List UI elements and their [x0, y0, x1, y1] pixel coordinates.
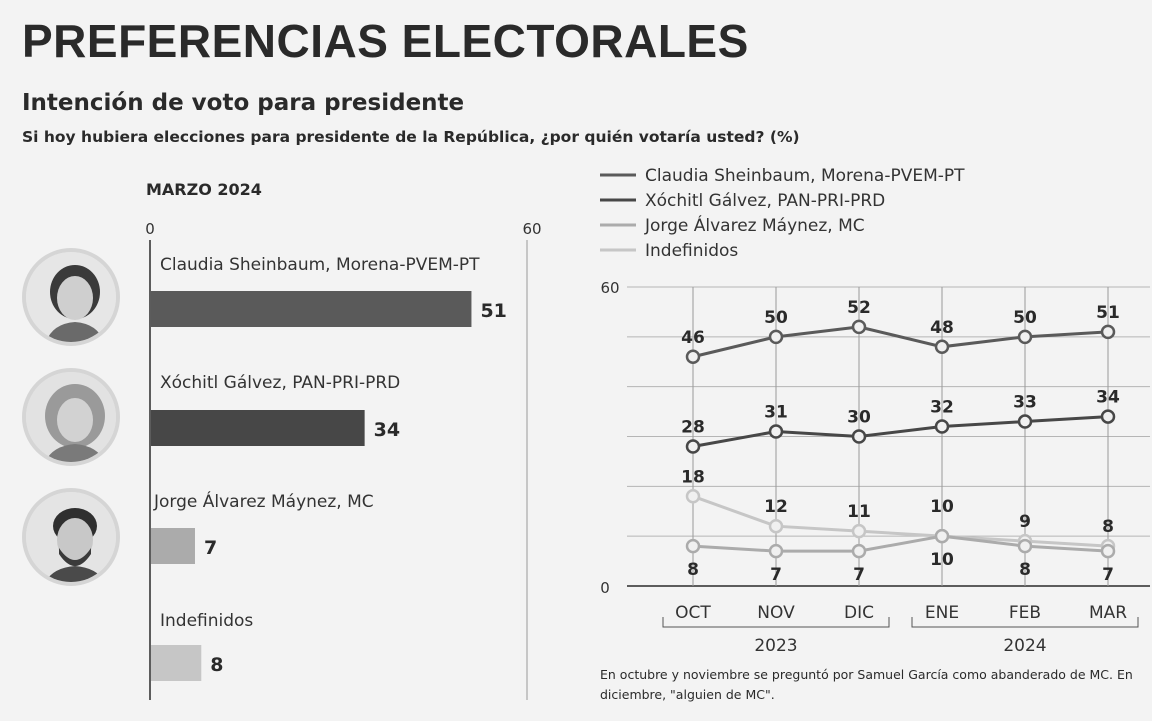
- x-tick-label: FEB: [1009, 603, 1041, 623]
- year-bracket: [911, 617, 1139, 628]
- bar-category-label: Indefinidos: [160, 611, 253, 631]
- data-label: 50: [764, 308, 788, 328]
- data-label: 28: [681, 417, 705, 437]
- data-label: 8: [687, 560, 699, 580]
- data-label: 34: [1096, 388, 1120, 408]
- data-label: 30: [847, 408, 871, 428]
- data-label: 8: [1019, 560, 1031, 580]
- bar-chart: 0 60 Claudia Sheinbaum, Morena-PVEM-PT 51…: [145, 220, 542, 700]
- series-line: [692, 415, 1109, 448]
- galvez-photo: [22, 368, 120, 466]
- data-label: 8: [1102, 517, 1114, 537]
- series-point: [851, 429, 867, 444]
- series-point: [768, 518, 784, 534]
- x-tick-label: NOV: [757, 603, 795, 623]
- series-point: [1017, 414, 1033, 429]
- y-tick-label: 0: [600, 579, 610, 597]
- x-tick-label: OCT: [675, 603, 711, 623]
- line-legend: Claudia Sheinbaum, Morena-PVEM-PT Xóchitl…: [600, 166, 965, 261]
- bar: [151, 410, 365, 446]
- bar-category-label: Xóchitl Gálvez, PAN-PRI-PRD: [160, 373, 400, 393]
- data-label: 10: [930, 550, 954, 570]
- data-label: 7: [853, 565, 865, 585]
- legend-label: Indefinidos: [645, 241, 738, 261]
- bar-value-label: 8: [210, 654, 223, 676]
- legend-label: Claudia Sheinbaum, Morena-PVEM-PT: [645, 166, 965, 186]
- series-point: [768, 329, 784, 345]
- bar-chart-title: MARZO 2024: [146, 180, 262, 199]
- y-tick-label: 60: [600, 279, 619, 297]
- survey-question: Si hoy hubiera elecciones para president…: [22, 128, 800, 146]
- chart-subtitle: Intención de voto para presidente: [22, 90, 465, 116]
- series-point: [1100, 409, 1116, 424]
- series-point: [1017, 538, 1033, 554]
- series-point: [768, 424, 784, 439]
- data-label: 32: [930, 398, 954, 418]
- legend-label: Xóchitl Gálvez, PAN-PRI-PRD: [645, 191, 885, 211]
- bar-category-label: Claudia Sheinbaum, Morena-PVEM-PT: [160, 255, 480, 275]
- x-tick-label: ENE: [925, 603, 959, 623]
- data-label: 51: [1096, 303, 1120, 323]
- data-label: 11: [847, 502, 871, 522]
- year-label: 2023: [754, 636, 797, 656]
- series-point: [934, 339, 950, 355]
- bar-category-label: Jorge Álvarez Máynez, MC: [153, 490, 374, 512]
- data-label: 46: [681, 328, 705, 348]
- series-point: [851, 543, 867, 559]
- series-point: [1100, 324, 1116, 340]
- chart-title: PREFERENCIAS ELECTORALES: [22, 15, 749, 67]
- series-point: [1017, 329, 1033, 345]
- footnote: En octubre y noviembre se preguntó por S…: [600, 667, 1133, 702]
- maynez-photo: [22, 488, 120, 586]
- x-tick-label: MAR: [1089, 603, 1127, 623]
- series-point: [685, 489, 701, 504]
- series-point: [1100, 543, 1116, 559]
- data-label: 7: [770, 565, 782, 585]
- data-label: 10: [930, 497, 954, 517]
- sheinbaum-photo: [22, 248, 120, 346]
- series-point: [685, 439, 701, 454]
- bar-value-label: 7: [204, 537, 217, 559]
- data-label: 12: [764, 497, 788, 517]
- series-point: [934, 528, 950, 544]
- series-line: [692, 325, 1109, 359]
- x-tick-label: DIC: [844, 603, 874, 623]
- data-label: 52: [847, 298, 871, 318]
- series-point: [851, 523, 867, 539]
- year-bracket: [662, 617, 890, 628]
- series-point: [685, 538, 701, 554]
- data-label: 33: [1013, 393, 1037, 413]
- bar: [151, 645, 202, 681]
- year-label: 2024: [1003, 636, 1046, 656]
- data-label: 9: [1019, 512, 1031, 532]
- series-point: [768, 543, 784, 559]
- bar-tick-label: 60: [522, 220, 541, 238]
- series-line: [692, 534, 1109, 553]
- data-label: 18: [681, 467, 705, 487]
- bar-value-label: 51: [480, 300, 506, 322]
- series-line: [692, 494, 1109, 548]
- data-label: 50: [1013, 308, 1037, 328]
- bar: [151, 291, 472, 327]
- series-point: [934, 419, 950, 434]
- bar-tick-label: 0: [145, 220, 155, 238]
- data-label: 31: [764, 403, 788, 423]
- bar: [151, 528, 195, 564]
- bar-value-label: 34: [374, 419, 400, 441]
- series-point: [685, 349, 701, 365]
- series-point: [851, 319, 867, 335]
- data-label: 7: [1102, 565, 1114, 585]
- legend-label: Jorge Álvarez Máynez, MC: [644, 214, 865, 236]
- data-label: 48: [930, 318, 954, 338]
